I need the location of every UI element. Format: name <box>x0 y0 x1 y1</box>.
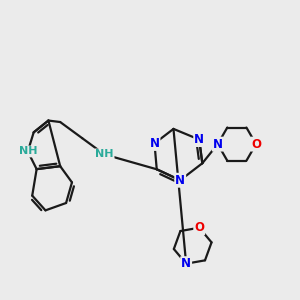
Text: O: O <box>251 138 261 151</box>
Text: N: N <box>181 257 191 270</box>
Text: N: N <box>175 174 185 187</box>
Text: N: N <box>194 133 204 146</box>
Text: NH: NH <box>95 149 114 159</box>
Text: N: N <box>213 138 223 151</box>
Text: N: N <box>149 137 160 150</box>
Text: NH: NH <box>19 146 37 157</box>
Text: O: O <box>194 221 204 234</box>
